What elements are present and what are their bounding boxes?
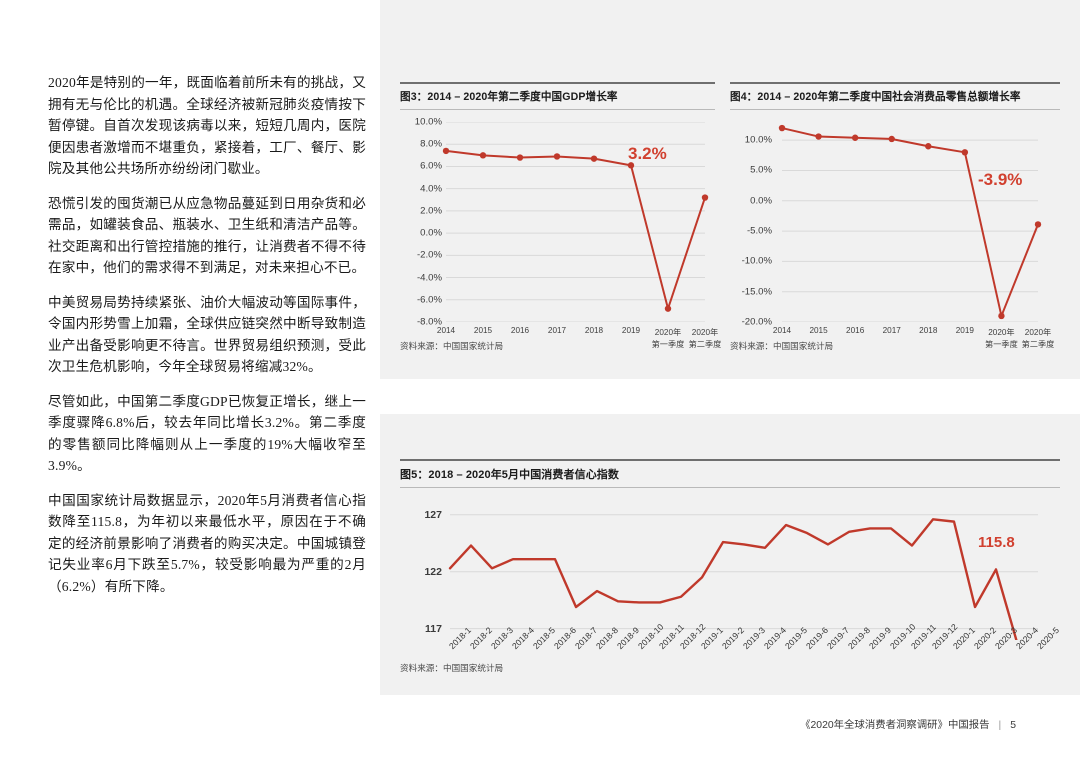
chart-4-x-axis: 2014 2015 2016 2017 2018 2019 2020年 第一季度 2020年 第二… (730, 322, 1060, 362)
y-axis-tick-label: -10.0% (741, 255, 772, 267)
chart-4-source-note: 资料来源：中国国家统计局 (730, 341, 834, 351)
x-axis-tick-label: 2019 (955, 326, 974, 335)
chart-4-annotation: -3.9% (978, 170, 1023, 189)
chart-3-y-axis: 10.0% 8.0% 6.0% 4.0% 2.0% 0.0% -2.0% -4.0% -6.0%… (400, 117, 446, 328)
y-axis-tick-label: 0.0% (750, 195, 772, 207)
chart-3-gridlines (446, 122, 705, 322)
x-axis-tick-label: 2017 (547, 326, 567, 335)
footer-page-number: 5 (1010, 720, 1016, 731)
chart-4-title: 图4：2014 – 2020年第二季度中国社会消费品零售总额增长率 (730, 91, 1021, 103)
chart-5-gridlines (450, 514, 1038, 630)
x-axis-tick-label: 2014 (436, 326, 456, 335)
chart-3-title-bar: 图3：2014 – 2020年第二季度中国GDP增长率 (400, 82, 715, 110)
chart-5-plot-area: 127 122 117 (400, 500, 1060, 640)
y-axis-tick-label: -2.0% (416, 249, 442, 261)
y-axis-tick-label: 6.0% (420, 160, 442, 172)
charts-panel-bottom: 图5：2018 – 2020年5月中国消费者信心指数 127 122 117 201… (380, 414, 1080, 695)
y-axis-tick-label: 8.0% (420, 138, 442, 150)
chart-figure-3: 图3：2014 – 2020年第二季度中国GDP增长率 10.0% 8.0% 6.0… (400, 82, 721, 362)
y-axis-tick-label: 10.0% (744, 134, 772, 146)
chart-4-plot-area: 10.0% 5.0% 0.0% -5.0% -10.0% -15.0% -20.0% (730, 122, 1060, 328)
article-paragraph: 2020年是特别的一年，既面临着前所未有的挑战，又拥有无与伦比的机遇。全球经济被… (48, 75, 366, 176)
y-axis-tick-label: 4.0% (420, 183, 442, 195)
x-axis-tick-label: 2016 (846, 326, 865, 335)
x-axis-tick-label: 2020年 第一季度 (651, 328, 685, 349)
chart-5-y-axis: 127 122 117 (400, 500, 446, 640)
article-paragraph: 中美贸易局势持续紧张、油价大幅波动等国际事件，令国内形势雪上加霜，全球供应链突然… (48, 294, 366, 375)
x-axis-tick-label: 2020年 第二季度 (688, 328, 722, 349)
chart-4-series-line (778, 124, 1042, 320)
y-axis-tick-label: 5.0% (750, 164, 772, 176)
x-axis-tick-label: 2018 (919, 326, 938, 335)
y-axis-tick-label: 127 (424, 508, 442, 521)
x-axis-tick-label: 2020年 第一季度 (985, 328, 1018, 349)
y-axis-tick-label: -6.0% (416, 294, 442, 306)
y-axis-tick-label: 2.0% (420, 205, 442, 217)
chart-4-y-axis: 10.0% 5.0% 0.0% -5.0% -10.0% -15.0% -20.0% (730, 122, 776, 328)
x-axis-tick-label: 2014 (772, 326, 792, 335)
y-axis-tick-label: 0.0% (420, 227, 442, 239)
footer-report-title: 《2020年全球消费者洞察调研》中国报告 (800, 720, 990, 731)
chart-3-plot-area: 10.0% 8.0% 6.0% 4.0% 2.0% 0.0% -2.0% -4.0% -6.0%… (400, 117, 715, 328)
page-footer: 《2020年全球消费者洞察调研》中国报告 | 5 (800, 716, 1016, 731)
chart-3-title: 图3：2014 – 2020年第二季度中国GDP增长率 (400, 91, 618, 103)
x-axis-tick-label: 2018 (584, 326, 604, 335)
y-axis-tick-label: -5.0% (746, 225, 772, 237)
chart-3-series-line (442, 147, 709, 312)
chart-3-annotation: 3.2% (628, 144, 667, 163)
y-axis-tick-label: -15.0% (741, 286, 772, 298)
article-paragraph: 尽管如此，中国第二季度GDP已恢复正增长，继上一季度骤降6.8%后，较去年同比增… (48, 393, 366, 474)
article-text-column: 2020年是特别的一年，既面临着前所未有的挑战，又拥有无与伦比的机遇。全球经济被… (48, 72, 366, 597)
chart-3-source-note: 资料来源：中国国家统计局 (400, 341, 504, 351)
article-paragraph: 恐慌引发的囤货潮已从应急物品蔓延到日用杂货和必需品，如罐装食品、瓶装水、卫生纸和… (48, 195, 366, 276)
chart-3-x-axis: 2014 2015 2016 2017 2018 2019 2020年 第一季度 2020年 第二… (400, 322, 721, 362)
y-axis-tick-label: -4.0% (416, 272, 442, 284)
x-axis-tick-label: 2016 (510, 326, 530, 335)
article-paragraph: 中国国家统计局数据显示，2020年5月消费者信心指数降至115.8，为年初以来最… (48, 492, 366, 594)
chart-figure-4: 图4：2014 – 2020年第二季度中国社会消费品零售总额增长率 10.0% 5… (730, 82, 1060, 362)
charts-panel-top: 图3：2014 – 2020年第二季度中国GDP增长率 10.0% 8.0% 6.0… (380, 0, 1080, 379)
x-axis-tick-label: 2020年 第二季度 (1021, 328, 1055, 349)
x-axis-tick-label: 2015 (473, 326, 493, 335)
x-axis-tick-label: 2019 (621, 326, 641, 335)
chart-5-source-note: 资料来源：中国国家统计局 (400, 663, 504, 673)
x-axis-tick-label: 2015 (809, 326, 828, 335)
chart-figure-5: 图5：2018 – 2020年5月中国消费者信心指数 127 122 117 201… (400, 459, 1061, 696)
chart-5-title: 图5：2018 – 2020年5月中国消费者信心指数 (400, 469, 620, 481)
footer-separator: | (998, 720, 1002, 731)
y-axis-tick-label: 117 (425, 622, 442, 635)
x-axis-tick-label: 2017 (882, 326, 901, 335)
y-axis-tick-label: 122 (424, 565, 442, 578)
y-axis-tick-label: -20.0% (741, 316, 772, 328)
chart-4-title-bar: 图4：2014 – 2020年第二季度中国社会消费品零售总额增长率 (730, 82, 1060, 110)
chart-5-series-line (448, 518, 1018, 640)
y-axis-tick-label: -8.0% (416, 316, 442, 328)
chart-5-annotation: 115.8 (978, 534, 1015, 551)
y-axis-tick-label: 10.0% (414, 116, 442, 128)
chart-5-title-bar: 图5：2018 – 2020年5月中国消费者信心指数 (400, 459, 1060, 488)
